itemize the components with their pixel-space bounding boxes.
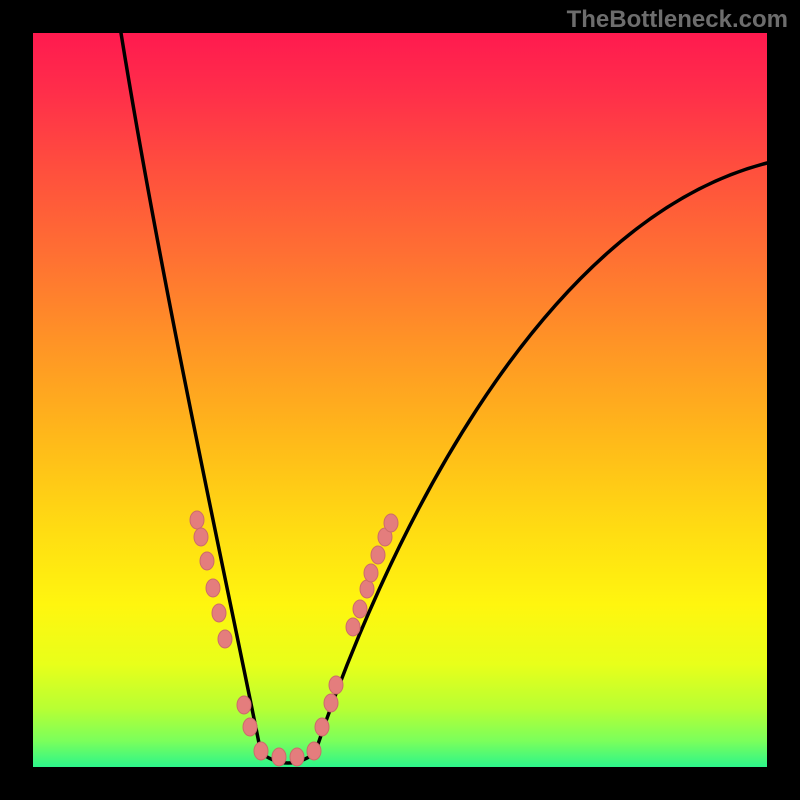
data-marker — [218, 630, 232, 648]
data-marker — [384, 514, 398, 532]
data-marker — [212, 604, 226, 622]
data-marker — [315, 718, 329, 736]
data-marker — [346, 618, 360, 636]
data-marker — [243, 718, 257, 736]
chart-container: TheBottleneck.com — [0, 0, 800, 800]
data-marker — [364, 564, 378, 582]
data-marker — [290, 748, 304, 766]
data-marker — [254, 742, 268, 760]
data-marker — [329, 676, 343, 694]
data-marker — [237, 696, 251, 714]
data-marker — [272, 748, 286, 766]
watermark-text: TheBottleneck.com — [567, 6, 788, 34]
bottleneck-chart — [0, 0, 800, 800]
data-marker — [200, 552, 214, 570]
gradient-background — [33, 33, 767, 767]
data-marker — [353, 600, 367, 618]
data-marker — [307, 742, 321, 760]
data-marker — [194, 528, 208, 546]
data-marker — [324, 694, 338, 712]
data-marker — [371, 546, 385, 564]
data-marker — [360, 580, 374, 598]
data-marker — [190, 511, 204, 529]
data-marker — [206, 579, 220, 597]
